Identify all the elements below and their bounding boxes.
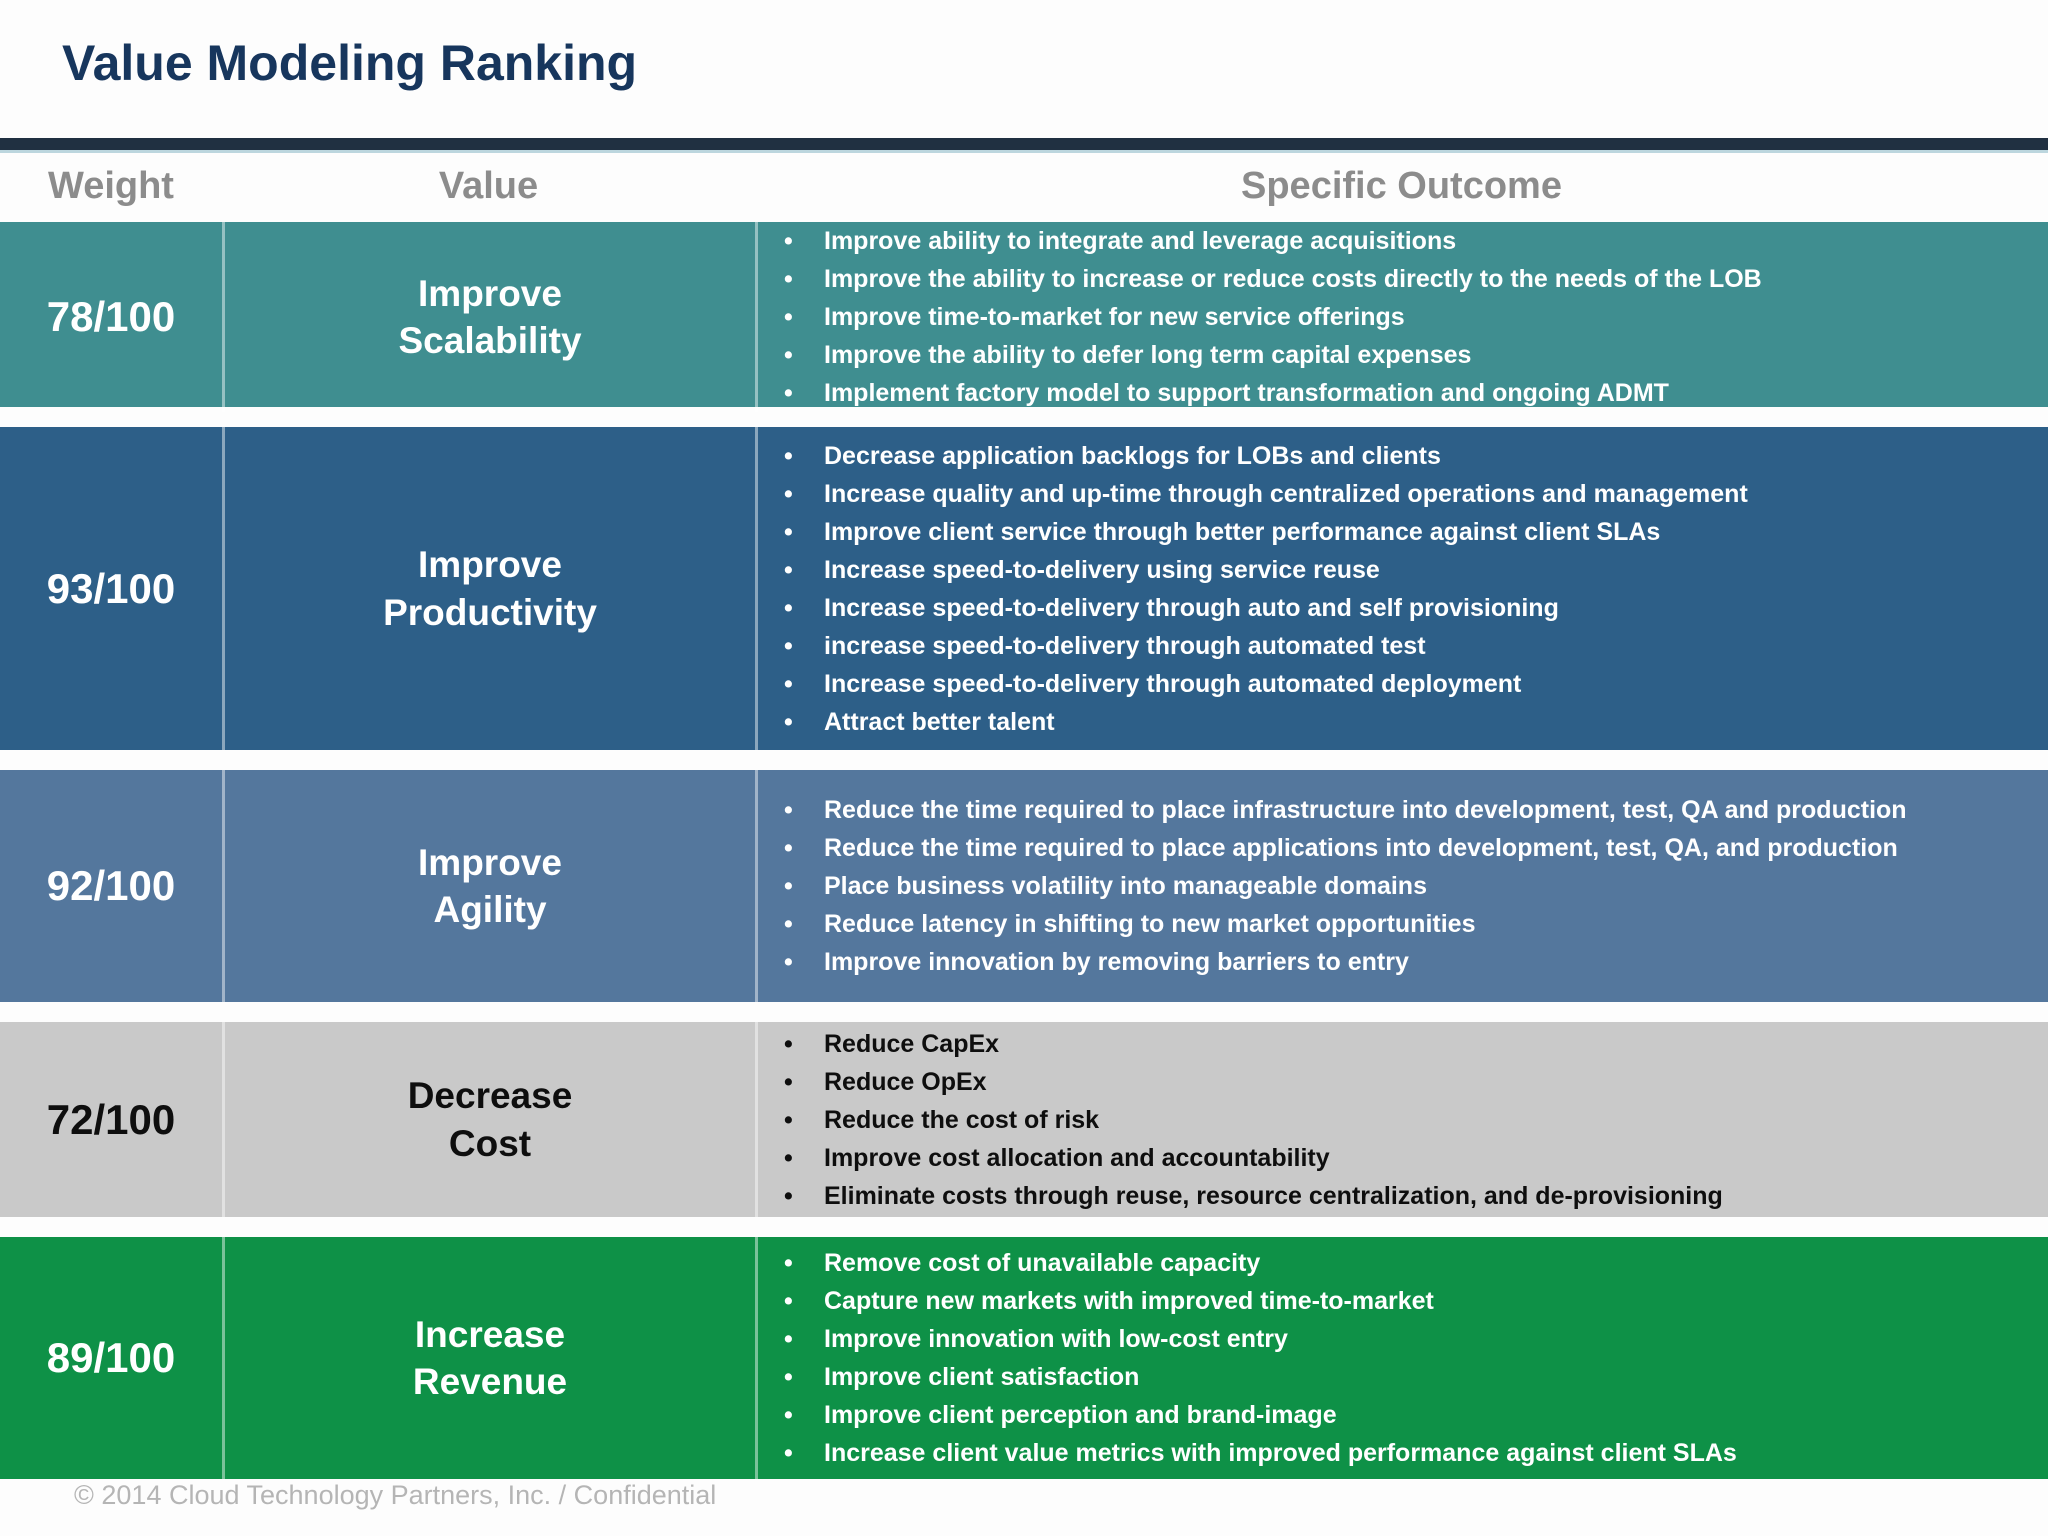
value-line-1: Decrease xyxy=(407,1075,573,1117)
value-table-body: 78/100 Improve Scalability Improve abili… xyxy=(0,222,2048,1479)
outcome-item: Improve client satisfaction xyxy=(758,1358,2048,1396)
outcome-item: Decrease application backlogs for LOBs a… xyxy=(758,437,2048,475)
value-line-2: Agility xyxy=(433,889,547,930)
weight-value: 93/100 xyxy=(46,564,176,612)
outcome-item: Reduce the time required to place applic… xyxy=(758,829,2048,867)
outcome-item: Reduce CapEx xyxy=(758,1025,2048,1063)
outcome-item: Improve client perception and brand-imag… xyxy=(758,1396,2048,1434)
value-cell: Improve Productivity xyxy=(222,427,755,750)
outcome-cell: Improve ability to integrate and leverag… xyxy=(755,222,2048,412)
weight-value: 72/100 xyxy=(46,1095,176,1143)
value-cell: Decrease Cost xyxy=(222,1022,755,1217)
value-cell: Improve Agility xyxy=(222,770,755,1002)
outcome-item: Improve innovation with low-cost entry xyxy=(758,1320,2048,1358)
outcome-item: Improve the ability to increase or reduc… xyxy=(758,260,2048,298)
outcome-item: Improve innovation by removing barriers … xyxy=(758,943,2048,981)
outcome-list: Reduce the time required to place infras… xyxy=(758,791,2048,981)
outcome-item: Reduce the cost of risk xyxy=(758,1101,2048,1139)
table-row: 93/100 Improve Productivity Decrease app… xyxy=(0,427,2048,750)
value-line-2: Productivity xyxy=(383,591,597,633)
outcome-cell: Decrease application backlogs for LOBs a… xyxy=(755,427,2048,750)
outcome-cell: Remove cost of unavailable capacityCaptu… xyxy=(755,1237,2048,1479)
outcome-item: Reduce the time required to place infras… xyxy=(758,791,2048,829)
weight-cell: 78/100 xyxy=(0,222,222,412)
outcome-item: Reduce latency in shifting to new market… xyxy=(758,905,2048,943)
weight-cell: 72/100 xyxy=(0,1022,222,1217)
column-header-specific-outcome: Specific Outcome xyxy=(1241,164,1562,207)
column-header-weight: Weight xyxy=(48,164,174,207)
title-rule xyxy=(0,138,2048,150)
column-header-value: Value xyxy=(438,164,539,207)
value-line-2: Cost xyxy=(448,1122,532,1164)
outcome-item: Increase quality and up-time through cen… xyxy=(758,475,2048,513)
outcome-list: Decrease application backlogs for LOBs a… xyxy=(758,437,2048,741)
outcome-list: Reduce CapExReduce OpExReduce the cost o… xyxy=(758,1025,2048,1215)
weight-cell: 93/100 xyxy=(0,427,222,750)
weight-value: 89/100 xyxy=(46,1334,176,1381)
outcome-item: Improve time-to-market for new service o… xyxy=(758,298,2048,336)
outcome-list: Remove cost of unavailable capacityCaptu… xyxy=(758,1244,2048,1472)
table-header-row: Weight Value Specific Outcome xyxy=(0,153,2048,219)
value-line-2: Revenue xyxy=(412,1361,568,1402)
outcome-item: Place business volatility into manageabl… xyxy=(758,867,2048,905)
outcome-item: Implement factory model to support trans… xyxy=(758,374,2048,412)
outcome-item: Increase speed-to-delivery through auto … xyxy=(758,589,2048,627)
value-line-2: Scalability xyxy=(398,320,582,361)
page-title: Value Modeling Ranking xyxy=(62,35,638,91)
outcome-item: Attract better talent xyxy=(758,703,2048,741)
outcome-item: Improve the ability to defer long term c… xyxy=(758,336,2048,374)
outcome-item: Improve ability to integrate and leverag… xyxy=(758,222,2048,260)
outcome-item: Improve client service through better pe… xyxy=(758,513,2048,551)
value-line-1: Improve xyxy=(418,272,562,314)
outcome-list: Improve ability to integrate and leverag… xyxy=(758,222,2048,412)
outcome-cell: Reduce the time required to place infras… xyxy=(755,770,2048,1002)
outcome-item: increase speed-to-delivery through autom… xyxy=(758,627,2048,665)
table-row: 72/100 Decrease Cost Reduce CapExReduce … xyxy=(0,1022,2048,1217)
value-line-1: Improve xyxy=(418,544,562,586)
title-rule-accent xyxy=(0,150,2048,153)
table-row: 92/100 Improve Agility Reduce the time r… xyxy=(0,770,2048,1002)
footer-copyright: © 2014 Cloud Technology Partners, Inc. /… xyxy=(74,1480,717,1510)
value-cell: Increase Revenue xyxy=(222,1237,755,1479)
outcome-item: Eliminate costs through reuse, resource … xyxy=(758,1177,2048,1215)
outcome-cell: Reduce CapExReduce OpExReduce the cost o… xyxy=(755,1022,2048,1217)
weight-cell: 92/100 xyxy=(0,770,222,1002)
outcome-item: Reduce OpEx xyxy=(758,1063,2048,1101)
value-cell: Improve Scalability xyxy=(222,222,755,412)
weight-value: 78/100 xyxy=(46,293,176,340)
outcome-item: Improve cost allocation and accountabili… xyxy=(758,1139,2048,1177)
table-row: 78/100 Improve Scalability Improve abili… xyxy=(0,222,2048,412)
weight-cell: 89/100 xyxy=(0,1237,222,1479)
outcome-item: Increase speed-to-delivery using service… xyxy=(758,551,2048,589)
outcome-item: Capture new markets with improved time-t… xyxy=(758,1282,2048,1320)
value-line-1: Improve xyxy=(418,841,562,883)
weight-value: 92/100 xyxy=(46,862,176,909)
table-row: 89/100 Increase Revenue Remove cost of u… xyxy=(0,1237,2048,1479)
outcome-item: Increase client value metrics with impro… xyxy=(758,1434,2048,1472)
value-line-1: Increase xyxy=(414,1313,566,1355)
outcome-item: Increase speed-to-delivery through autom… xyxy=(758,665,2048,703)
outcome-item: Remove cost of unavailable capacity xyxy=(758,1244,2048,1282)
